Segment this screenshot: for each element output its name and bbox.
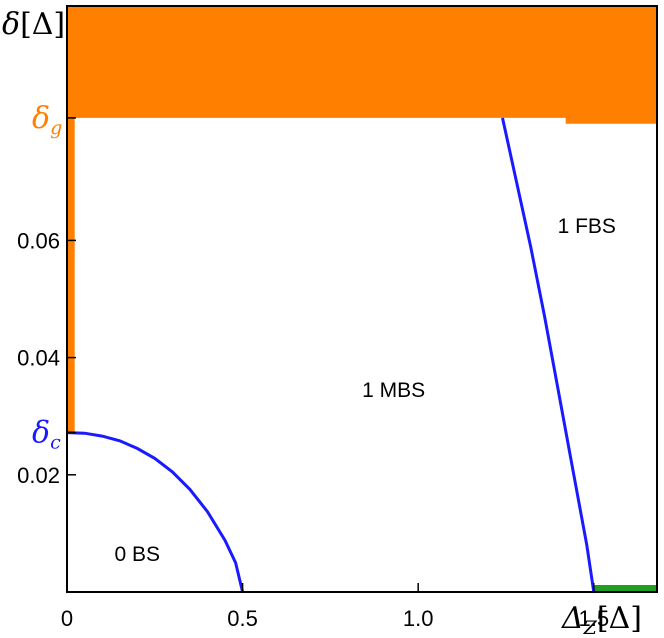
x-tick-label: 1.5 — [578, 606, 609, 631]
x-tick-label: 1.0 — [403, 606, 434, 631]
plot-frame — [66, 5, 658, 593]
delta-g-label: δg — [32, 101, 62, 139]
boundary-curve-1 — [66, 431, 245, 593]
x-tick-label: 0 — [61, 606, 73, 631]
region-label-2: 1 MBS — [362, 379, 425, 402]
y-axis-label: δ[Δ] — [2, 7, 65, 42]
region-gapped-top — [67, 6, 657, 124]
region-left-strip — [67, 117, 75, 433]
region-bottom-strip — [593, 585, 657, 592]
region-annotations: 0 BS 1 MBS 1 FBS — [114, 215, 615, 566]
axis-ticks: 0 0.5 1.0 1.5 0.02 0.04 0.06 δg δc — [17, 101, 609, 631]
y-tick-label: 0.04 — [17, 346, 60, 371]
axis-labels: δ[Δ] ΔZ[Δ] — [2, 7, 642, 638]
region-label-3: 1 FBS — [558, 215, 616, 238]
x-tick-label: 0.5 — [227, 606, 258, 631]
y-tick-label: 0.02 — [17, 463, 60, 488]
delta-c-label: δc — [32, 416, 61, 454]
y-tick-label: 0.06 — [17, 228, 60, 253]
x-axis-label: ΔZ[Δ] — [561, 601, 642, 638]
boundary-curve-2 — [501, 117, 596, 593]
shaded-regions — [67, 6, 657, 592]
boundary-curves — [66, 117, 596, 593]
region-label-1: 0 BS — [114, 543, 160, 566]
